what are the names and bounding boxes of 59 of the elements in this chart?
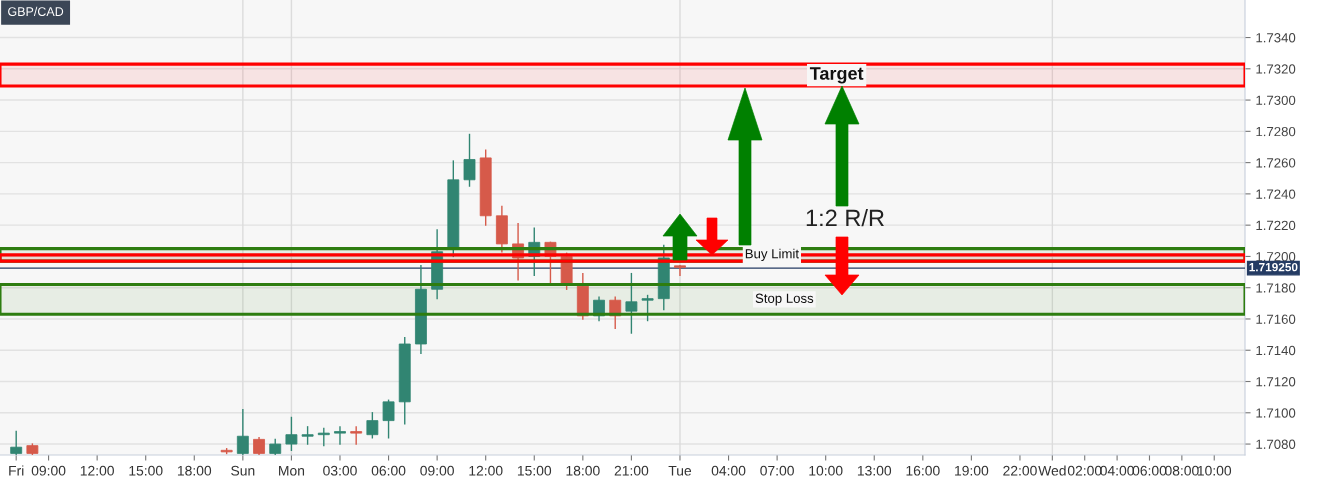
- x-tick-label: 09:00: [420, 465, 454, 476]
- y-tick-label: 1.7200: [1256, 251, 1296, 262]
- x-tick-label: 18:00: [177, 465, 212, 476]
- x-tick-label: 19:00: [955, 465, 989, 476]
- x-tick-label: 06:00: [371, 465, 406, 476]
- candlestick: [366, 412, 379, 439]
- x-tick-label: 18:00: [566, 465, 600, 476]
- candlestick: [236, 408, 249, 455]
- x-tick-label: 06:00: [1132, 465, 1167, 476]
- y-tick-label: 1.7260: [1256, 158, 1296, 168]
- candlestick: [350, 426, 363, 445]
- candlestick: [625, 272, 638, 334]
- band-label: Stop Loss: [755, 293, 814, 306]
- band-label: Buy Limit: [745, 248, 799, 262]
- y-tick-label: 1.7280: [1256, 126, 1296, 137]
- x-tick-label: 04:00: [1100, 465, 1134, 476]
- candlestick: [674, 265, 686, 276]
- y-tick-label: 1.7160: [1256, 314, 1296, 324]
- x-tick-label: Sun: [231, 465, 255, 476]
- x-tick-label: Fri: [9, 465, 24, 476]
- x-tick-label: 08:00: [1165, 465, 1199, 476]
- y-tick-label: 1.7320: [1256, 64, 1296, 74]
- x-tick-label: 07:00: [760, 465, 794, 476]
- y-tick-label: 1.7340: [1256, 33, 1296, 43]
- chart-title: GBP/CAD: [8, 6, 64, 17]
- y-tick-label: 1.7300: [1256, 95, 1296, 105]
- x-tick-label: Tue: [668, 465, 692, 476]
- candlestick: [641, 294, 654, 322]
- y-tick-label: 1.7080: [1256, 439, 1296, 449]
- y-tick-label: 1.7100: [1256, 408, 1296, 418]
- candlestick: [285, 416, 298, 452]
- x-tick-label: 16:00: [906, 465, 940, 476]
- y-tick-label: 1.7120: [1256, 377, 1296, 387]
- candlestick: [10, 430, 23, 455]
- x-tick-label: Wed: [1038, 465, 1066, 476]
- x-tick-label: 12:00: [80, 465, 114, 476]
- candlestick: [463, 133, 476, 187]
- annotation: 1:2 R/R: [806, 209, 884, 227]
- x-tick-label: 15:00: [129, 465, 163, 476]
- x-tick-label: Mon: [279, 465, 305, 476]
- band-label: Target: [809, 67, 864, 84]
- x-tick-label: 09:00: [31, 465, 66, 476]
- ref-line-label: 1.719250: [1249, 262, 1298, 272]
- x-tick-label: 21:00: [614, 465, 649, 476]
- x-tick-label: 10:00: [809, 465, 843, 476]
- y-tick-label: 1.7140: [1256, 345, 1296, 356]
- x-tick-label: 13:00: [857, 465, 892, 476]
- y-tick-label: 1.7220: [1256, 220, 1296, 231]
- y-tick-label: 1.7180: [1256, 283, 1296, 293]
- y-tick-label: 1.7240: [1256, 189, 1296, 199]
- candlestick: [382, 399, 395, 439]
- x-tick-label: 10:00: [1197, 465, 1232, 476]
- candlestick: [334, 426, 346, 445]
- x-tick-label: 12:00: [469, 465, 503, 476]
- x-tick-label: 15:00: [517, 465, 552, 476]
- x-tick-label: 02:00: [1067, 465, 1102, 476]
- x-tick-label: 03:00: [323, 465, 357, 476]
- x-tick-label: 04:00: [711, 465, 746, 476]
- x-tick-label: 22:00: [1003, 465, 1037, 476]
